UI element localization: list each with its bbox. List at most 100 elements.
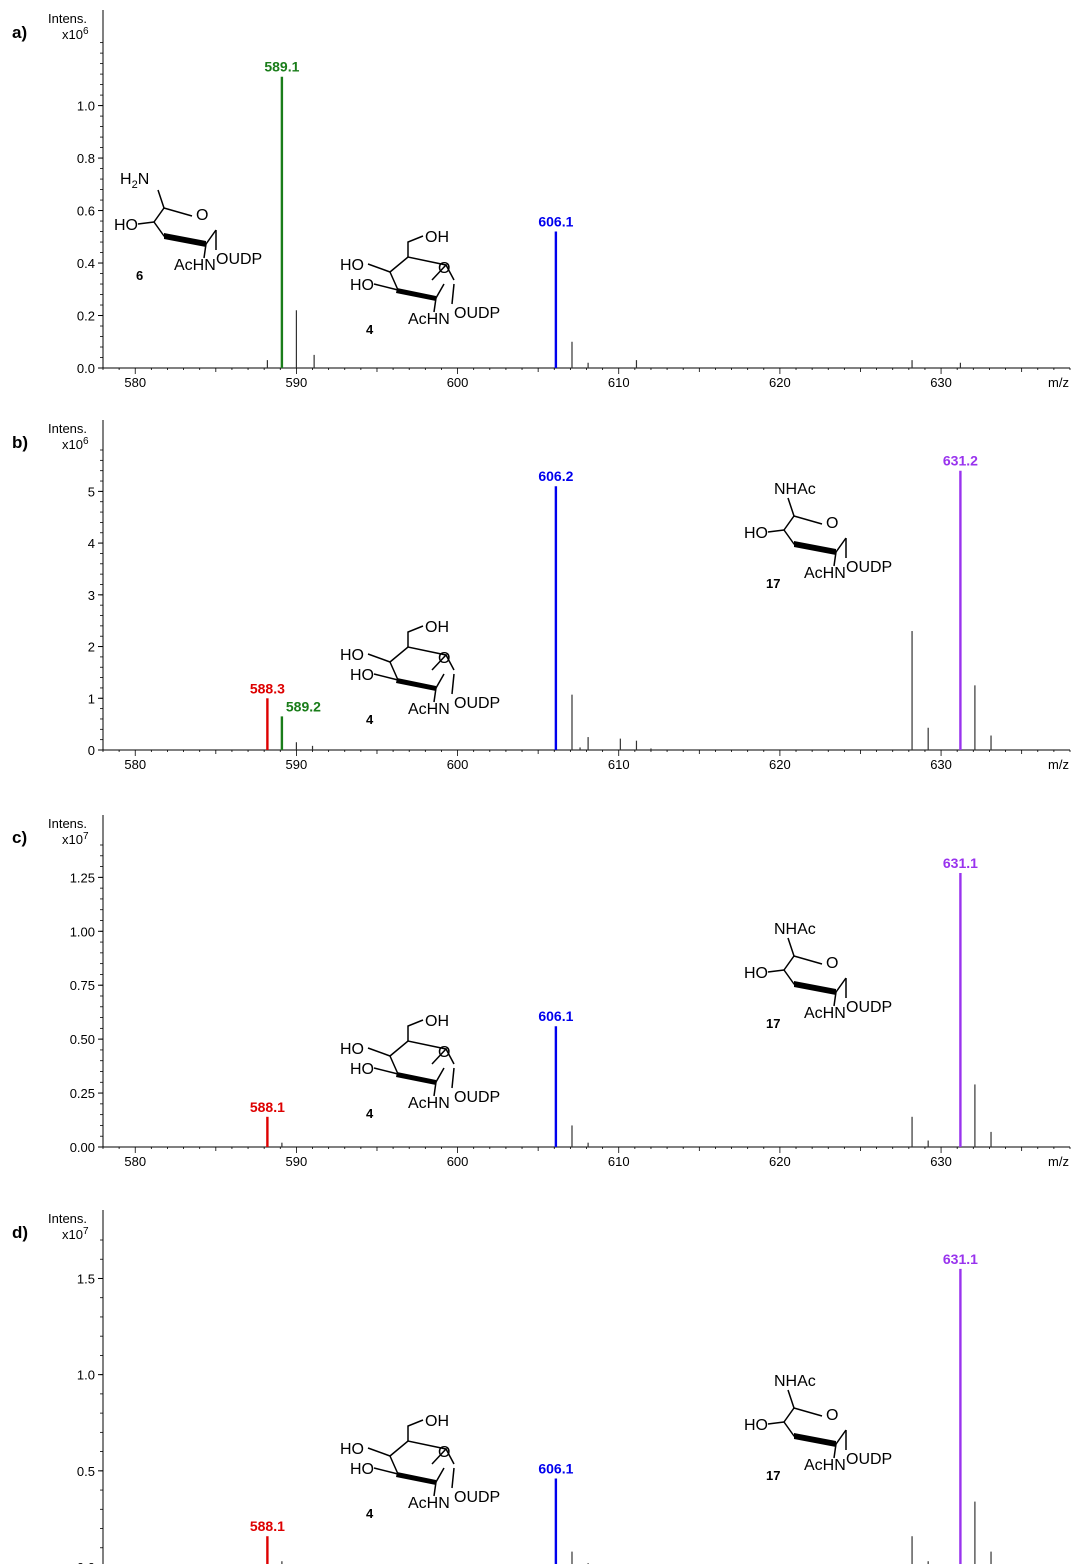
substituent-bond	[787, 937, 795, 957]
x-tick-label: 630	[930, 375, 952, 390]
y-tick-label: 3	[88, 588, 95, 603]
ring-bold-edge	[794, 981, 836, 995]
compound-number: 4	[366, 1506, 374, 1521]
ring-bold-edge	[794, 1433, 836, 1447]
peak-label: 588.1	[250, 1099, 285, 1115]
ring-bold-edge	[396, 678, 436, 691]
ring-oxygen-label: O	[438, 1044, 450, 1061]
substituent-bond	[451, 1467, 455, 1489]
x-tick-label: 610	[608, 757, 630, 772]
ring-bond	[783, 515, 823, 531]
y-scale-factor: x106	[62, 26, 89, 42]
acetamido-label: NHAc	[774, 921, 816, 938]
y-tick-label: 0.4	[77, 256, 95, 271]
acetamido-label: AcHN	[804, 1457, 846, 1474]
substituent-bond	[367, 263, 391, 273]
x-tick-label: 630	[930, 1154, 952, 1169]
hydroxyl-label: HO	[744, 1417, 768, 1434]
hydroxyl-label: HO	[340, 1041, 364, 1058]
substituent-bond	[451, 673, 455, 695]
structure-4: OH O HO HO AcHN OUDP 4	[340, 1413, 500, 1521]
peak-label: 606.1	[538, 1461, 573, 1477]
hydroxyl-label: HO	[114, 217, 138, 234]
substituent-bond	[373, 283, 399, 291]
substituent-bond	[373, 1467, 399, 1475]
ring-oxygen-label: O	[438, 650, 450, 667]
y-tick-label: 1.0	[77, 99, 95, 114]
compound-number: 4	[366, 712, 374, 727]
compound-number: 17	[766, 576, 780, 591]
y-scale-factor: x107	[62, 1226, 89, 1242]
y-scale-factor: x107	[62, 831, 89, 847]
y-axis-title: Intens.	[48, 11, 87, 26]
compound-number: 4	[366, 1106, 374, 1121]
ring-oxygen-label: O	[826, 1407, 838, 1424]
substituent-bond	[833, 551, 837, 567]
peak-label: 588.3	[250, 680, 285, 696]
peak-label: 631.1	[943, 1251, 978, 1267]
substituent-bond	[451, 1067, 455, 1089]
compound-number: 17	[766, 1016, 780, 1031]
hydroxyl-label: HO	[744, 525, 768, 542]
hydroxyl-label: OH	[425, 229, 449, 246]
spectrum-panel-a: a) Intens.x106 0.0 0.2 0.4 0.6 0.8 1.0 580 590 600…	[12, 10, 1071, 390]
hydroxyl-label: HO	[340, 647, 364, 664]
oudp-label: OUDP	[454, 1089, 500, 1106]
oudp-label: OUDP	[454, 305, 500, 322]
substituent-bond	[407, 235, 424, 257]
y-tick-label: 0.00	[70, 1140, 95, 1155]
y-tick-label: 5	[88, 484, 95, 499]
peak-label: 631.2	[943, 453, 978, 469]
x-tick-label: 610	[608, 375, 630, 390]
acetamido-label: AcHN	[408, 1095, 450, 1112]
y-tick-label: 0.8	[77, 151, 95, 166]
spectrum-panel-b: b) Intens.x106 0 1 2 3 4 5 580 590 600 610 620 630 m/z…	[12, 420, 1071, 772]
peak-label: 589.2	[286, 698, 321, 714]
y-axis-title: Intens.	[48, 1211, 87, 1226]
y-tick-label: 0.50	[70, 1032, 95, 1047]
amine-label: H2N	[120, 171, 149, 191]
ring-bold-edge	[396, 1472, 436, 1485]
substituent-bond	[433, 687, 437, 703]
y-tick-label: 1.5	[77, 1271, 95, 1286]
peak-label: 606.1	[538, 214, 573, 230]
compound-number: 6	[136, 268, 143, 283]
oudp-label: OUDP	[216, 251, 262, 268]
compound-number: 17	[766, 1468, 780, 1483]
substituent-bond	[373, 673, 399, 681]
x-tick-label: 590	[286, 1154, 308, 1169]
substituent-bond	[407, 625, 424, 647]
hydroxyl-label: HO	[340, 257, 364, 274]
x-tick-label: 600	[447, 375, 469, 390]
x-tick-label: 590	[286, 757, 308, 772]
x-axis-title: m/z	[1048, 1154, 1069, 1169]
x-tick-label: 620	[769, 375, 791, 390]
hydroxyl-label: OH	[425, 1013, 449, 1030]
spectrum-panel-c: c) Intens.x107 0.00 0.25 0.50 0.75 1.00 1.25 580…	[12, 815, 1071, 1169]
substituent-bond	[433, 1481, 437, 1497]
substituent-bond	[787, 497, 795, 517]
ring-bold-edge	[164, 233, 206, 247]
acetamido-label: AcHN	[408, 1495, 450, 1512]
structure-4: OH O HO HO AcHN OUDP 4	[340, 1013, 500, 1121]
hydroxyl-label: HO	[340, 1441, 364, 1458]
hydroxyl-label: HO	[744, 965, 768, 982]
substituent-bond	[203, 243, 207, 259]
peak-label: 606.1	[538, 1008, 573, 1024]
y-tick-label: 0.75	[70, 978, 95, 993]
y-tick-label: 1	[88, 691, 95, 706]
x-tick-label: 610	[608, 1154, 630, 1169]
substituent-bond	[833, 991, 837, 1007]
ring-oxygen-label: O	[826, 515, 838, 532]
oudp-label: OUDP	[846, 999, 892, 1016]
ring-oxygen-label: O	[438, 260, 450, 277]
ring-bond	[389, 1040, 448, 1065]
x-tick-label: 580	[124, 375, 146, 390]
panel-label: c)	[12, 828, 27, 847]
peak-label: 631.1	[943, 855, 978, 871]
hydroxyl-label: OH	[425, 619, 449, 636]
structure-17: NHAc O HO AcHN OUDP 17	[744, 481, 892, 591]
hydroxyl-label: HO	[350, 667, 374, 684]
substituent-bond	[767, 529, 785, 533]
